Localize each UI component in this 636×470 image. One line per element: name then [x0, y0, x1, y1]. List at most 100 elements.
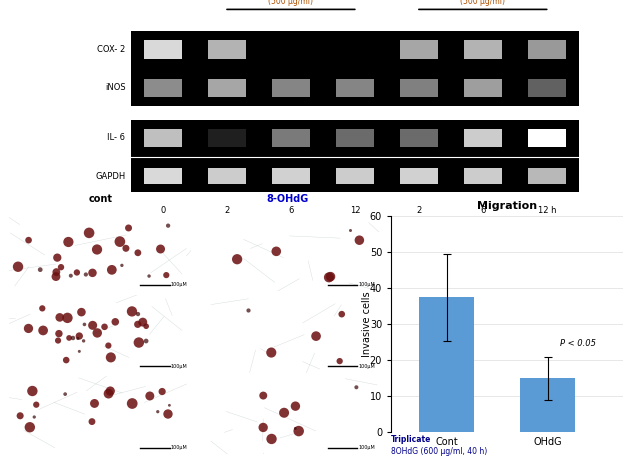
Text: 12 h: 12 h	[537, 206, 556, 215]
Point	[13, 263, 23, 271]
Bar	[520, 378, 576, 432]
Point	[163, 410, 173, 418]
Point	[29, 413, 39, 421]
Bar	[464, 129, 502, 147]
Point	[127, 308, 137, 315]
Point	[336, 310, 347, 318]
Text: 100μM: 100μM	[170, 282, 187, 287]
Point	[87, 418, 97, 425]
Bar	[131, 31, 579, 106]
Bar	[208, 78, 246, 97]
Text: 100μM: 100μM	[170, 364, 187, 368]
Point	[64, 334, 74, 342]
Text: 6: 6	[480, 206, 485, 215]
Point	[161, 271, 171, 279]
Text: 100μM: 100μM	[358, 364, 375, 368]
Bar	[528, 78, 566, 97]
Bar	[208, 169, 246, 184]
Point	[104, 390, 114, 398]
Text: COX- 2: COX- 2	[97, 45, 125, 54]
Bar	[399, 40, 438, 59]
Point	[134, 339, 144, 346]
Point	[92, 246, 102, 253]
Point	[80, 321, 90, 328]
Point	[345, 227, 355, 234]
Point	[141, 337, 151, 345]
Point	[107, 266, 117, 274]
Point	[73, 335, 83, 342]
Text: 0: 0	[160, 206, 165, 215]
Bar	[272, 129, 310, 147]
Bar	[464, 78, 502, 97]
Text: 100μM: 100μM	[170, 445, 187, 450]
Bar	[131, 120, 579, 192]
Point	[78, 337, 88, 345]
Bar	[272, 78, 310, 97]
Point	[133, 321, 143, 328]
Point	[84, 229, 94, 236]
Point	[351, 384, 361, 391]
Point	[61, 356, 71, 364]
Point	[62, 314, 73, 321]
Point	[294, 427, 304, 435]
Point	[92, 329, 102, 337]
Text: 100μM: 100μM	[358, 282, 375, 287]
Point	[137, 318, 148, 326]
Point	[24, 325, 34, 332]
Point	[271, 248, 281, 255]
Point	[76, 308, 86, 316]
Bar	[336, 78, 374, 97]
Point	[24, 236, 34, 244]
Point	[164, 401, 174, 409]
Point	[291, 402, 301, 410]
Bar	[419, 298, 474, 432]
Text: Triplicate: Triplicate	[391, 435, 431, 444]
Bar	[464, 40, 502, 59]
Point	[52, 254, 62, 261]
Point	[243, 306, 253, 313]
Point	[25, 423, 35, 431]
Point	[127, 400, 137, 407]
Point	[105, 387, 115, 395]
Title: Migration: Migration	[477, 201, 537, 211]
Bar	[528, 129, 566, 147]
Point	[133, 310, 143, 318]
Bar	[336, 129, 374, 147]
Bar	[528, 169, 566, 184]
Text: 2: 2	[416, 206, 422, 215]
Point	[38, 327, 48, 334]
Text: (500 μg/ml): (500 μg/ml)	[460, 0, 506, 6]
Point	[52, 268, 62, 276]
Point	[324, 274, 334, 281]
Point	[60, 391, 70, 398]
Text: cont: cont	[88, 194, 112, 204]
Bar	[399, 129, 438, 147]
Text: iNOS: iNOS	[105, 84, 125, 93]
Point	[279, 409, 289, 416]
Point	[103, 342, 113, 349]
Bar	[144, 78, 182, 97]
Point	[106, 353, 116, 361]
Point	[326, 273, 336, 280]
Point	[153, 408, 163, 415]
Point	[64, 238, 74, 246]
Point	[258, 423, 268, 431]
Bar	[144, 129, 182, 147]
Point	[354, 236, 364, 244]
Point	[145, 392, 155, 399]
Point	[157, 388, 167, 395]
Point	[114, 238, 125, 245]
Point	[87, 269, 97, 277]
Point	[90, 400, 100, 407]
Point	[163, 222, 173, 229]
Point	[155, 245, 165, 253]
Point	[74, 332, 85, 340]
Bar	[272, 169, 310, 184]
Text: 100μM: 100μM	[358, 445, 375, 450]
Text: P < 0.05: P < 0.05	[560, 339, 596, 348]
Point	[38, 305, 48, 312]
Bar	[399, 78, 438, 97]
Point	[72, 269, 82, 276]
Bar	[144, 169, 182, 184]
Point	[81, 271, 91, 278]
